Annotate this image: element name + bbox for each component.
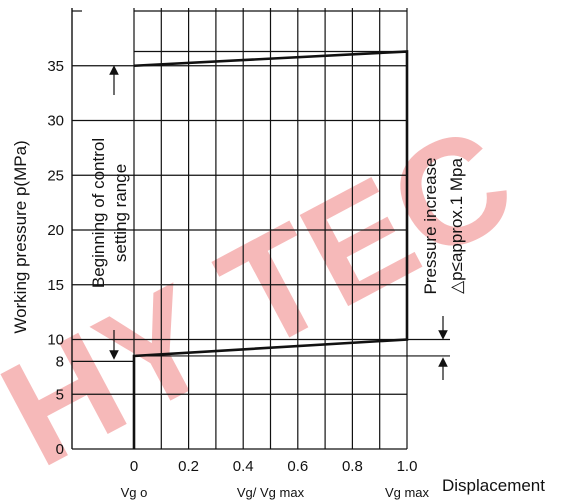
y-tick-label: 10 <box>47 332 64 349</box>
watermark-text: HY TEC <box>0 93 538 498</box>
x-tick-label: 0.4 <box>233 458 254 475</box>
chart-axes <box>71 8 450 450</box>
series-line <box>132 50 409 449</box>
tick-labels: 0 5 10 15 20 25 30 35 8 0 0.2 0.4 0.6 0.8 1.0 Vg o Vg/ V… <box>47 58 429 500</box>
annotation-control-range-line1: Beginning of control <box>89 138 108 288</box>
annotation-pressure-increase-line2: △p≤approx.1 Mpa <box>447 158 466 294</box>
y-tick-label: 5 <box>56 386 64 403</box>
x-tick-label: 1.0 <box>397 458 418 475</box>
y-tick-label: 30 <box>47 113 64 130</box>
x-tick-label: 0 <box>130 458 138 475</box>
x-tick-label: 0.6 <box>287 458 308 475</box>
y-tick-label: 8 <box>56 353 64 370</box>
y-tick-label: 0 <box>56 441 64 458</box>
x-axis-label: Displacement <box>442 476 545 495</box>
annotation-control-range-line2: setting range <box>111 164 130 262</box>
y-tick-label: 20 <box>47 222 64 239</box>
chart-grid <box>133 8 408 450</box>
chart-series <box>132 50 409 449</box>
y-tick-label: 15 <box>47 277 64 294</box>
x-sublabel: Vg o <box>121 485 148 500</box>
x-tick-label: 0.2 <box>178 458 199 475</box>
watermark: HY TEC <box>0 93 538 498</box>
annotation-pressure-increase-line1: Pressure increase <box>421 157 440 294</box>
y-tick-label: 35 <box>47 58 64 75</box>
y-axis-label: Working pressure p(MPa) <box>11 140 30 333</box>
x-tick-label: 0.8 <box>342 458 363 475</box>
y-tick-label: 25 <box>47 167 64 184</box>
annotations: Beginning of control setting range Pressur… <box>89 65 466 380</box>
x-sublabel: Vg/ Vg max <box>237 485 305 500</box>
x-sublabel: Vg max <box>385 485 430 500</box>
